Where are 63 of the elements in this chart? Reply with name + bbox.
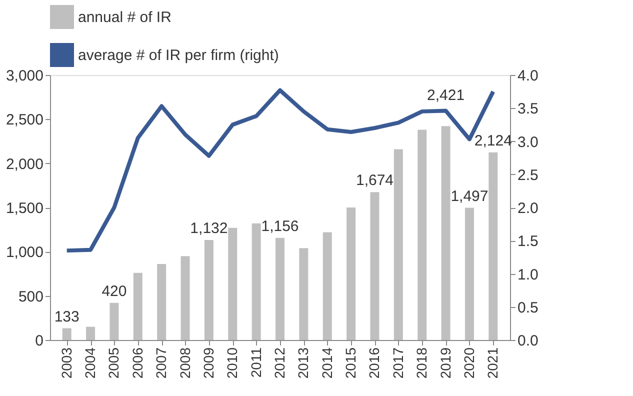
x-tick-label: 2005 xyxy=(106,347,122,379)
data-label: 1,674 xyxy=(356,172,394,190)
bar xyxy=(204,240,214,340)
data-label: 1,156 xyxy=(261,218,299,235)
y-tick-label: 2,500 xyxy=(6,112,44,129)
x-tick-label: 2006 xyxy=(129,347,146,379)
x-tick-label: 2013 xyxy=(295,347,312,379)
bar xyxy=(394,149,403,340)
x-tick-label: 2015 xyxy=(342,347,359,379)
legend-label: average # of IR per firm (right) xyxy=(78,47,279,64)
legend-label: annual # of IR xyxy=(78,9,172,26)
bar xyxy=(252,223,261,340)
x-tick-label: 2008 xyxy=(176,347,193,379)
bar xyxy=(133,272,142,340)
bar xyxy=(346,208,356,340)
y-tick-label: 3,000 xyxy=(6,68,44,84)
data-label: 133 xyxy=(54,308,80,326)
x-tick-label: 2021 xyxy=(484,347,501,379)
y-tick-label: 1,000 xyxy=(6,244,44,262)
x-tick-label: 2009 xyxy=(200,347,216,379)
y2-tick-label: 2.0 xyxy=(518,200,538,217)
y2-tick-label: 0.0 xyxy=(518,332,538,350)
y-tick-label: 0 xyxy=(35,332,44,350)
y2-tick-label: 1.5 xyxy=(518,233,538,250)
bar xyxy=(62,328,72,340)
y2-tick-label: 1.0 xyxy=(518,266,538,284)
x-tick-label: 2020 xyxy=(460,347,477,379)
data-label: 2,421 xyxy=(427,86,465,104)
bar xyxy=(86,326,96,340)
bar xyxy=(110,302,119,340)
x-tick-label: 2003 xyxy=(58,347,74,379)
data-label: 1,132 xyxy=(190,220,228,238)
y2-tick-label: 0.5 xyxy=(518,299,538,316)
y2-tick-label: 2.5 xyxy=(518,166,538,184)
x-tick-label: 2007 xyxy=(153,347,170,379)
bar xyxy=(441,126,450,340)
bar xyxy=(276,238,284,340)
x-tick-label: 2011 xyxy=(248,347,264,378)
bar xyxy=(180,256,190,340)
data-label: 420 xyxy=(102,282,127,300)
bar xyxy=(464,208,474,340)
y2-tick-label: 3.0 xyxy=(518,134,538,151)
y-tick-label: 1,500 xyxy=(6,200,44,217)
bar xyxy=(418,130,427,340)
x-tick-label: 2010 xyxy=(224,347,240,379)
x-tick-label: 2019 xyxy=(437,347,454,379)
y2-tick-label: 4.0 xyxy=(518,68,538,84)
y2-tick-label: 3.5 xyxy=(518,100,538,118)
bar xyxy=(488,152,498,340)
x-tick-label: 2017 xyxy=(390,347,406,379)
x-tick-label: 2014 xyxy=(318,347,335,379)
data-label: 1,497 xyxy=(450,188,488,205)
bar xyxy=(299,248,308,340)
bar xyxy=(322,232,332,340)
bar xyxy=(157,264,166,340)
x-tick-label: 2016 xyxy=(366,347,382,379)
y-tick-label: 500 xyxy=(18,288,44,306)
bar xyxy=(370,192,380,340)
y-tick-label: 2,000 xyxy=(6,156,44,173)
x-tick-label: 2012 xyxy=(272,347,288,379)
x-tick-label: 2004 xyxy=(82,347,98,379)
x-tick-label: 2018 xyxy=(414,347,430,379)
bar xyxy=(228,228,238,340)
